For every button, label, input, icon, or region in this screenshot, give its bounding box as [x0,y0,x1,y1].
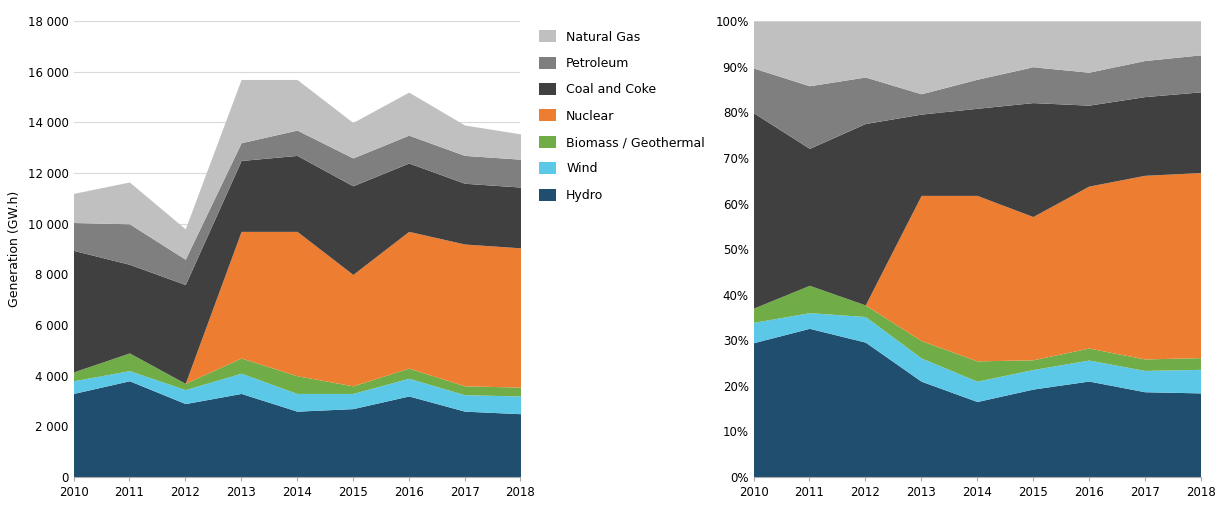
Legend: Natural Gas, Petroleum, Coal and Coke, Nuclear, Biomass / Geothermal, Wind, Hydr: Natural Gas, Petroleum, Coal and Coke, N… [539,30,704,202]
Y-axis label: Generation (GW.h): Generation (GW.h) [7,191,21,307]
